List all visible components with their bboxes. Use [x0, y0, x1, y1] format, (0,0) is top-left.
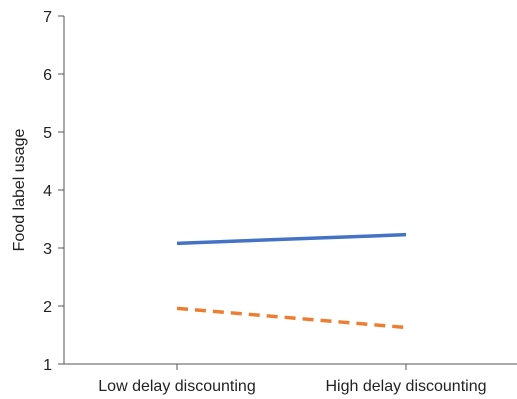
y-tick-label: 3 — [43, 241, 52, 258]
y-axis-title: Food label usage — [11, 129, 28, 252]
x-axis-ticks: Low delay discounting High delay discount… — [98, 364, 487, 395]
series-line-dashed — [176, 306, 407, 330]
x-tick-label: Low delay discounting — [98, 378, 255, 395]
series-line-solid — [176, 232, 407, 246]
y-tick-label: 4 — [43, 183, 52, 200]
y-tick-label: 7 — [43, 9, 52, 26]
y-tick-label: 5 — [43, 125, 52, 142]
series-layer — [176, 232, 407, 330]
y-axis-ticks: 1 2 3 4 5 6 7 — [43, 9, 64, 374]
y-tick-label: 2 — [43, 299, 52, 316]
y-tick-label: 6 — [43, 67, 52, 84]
x-tick-label: High delay discounting — [326, 378, 487, 395]
y-tick-label: 1 — [43, 357, 52, 374]
